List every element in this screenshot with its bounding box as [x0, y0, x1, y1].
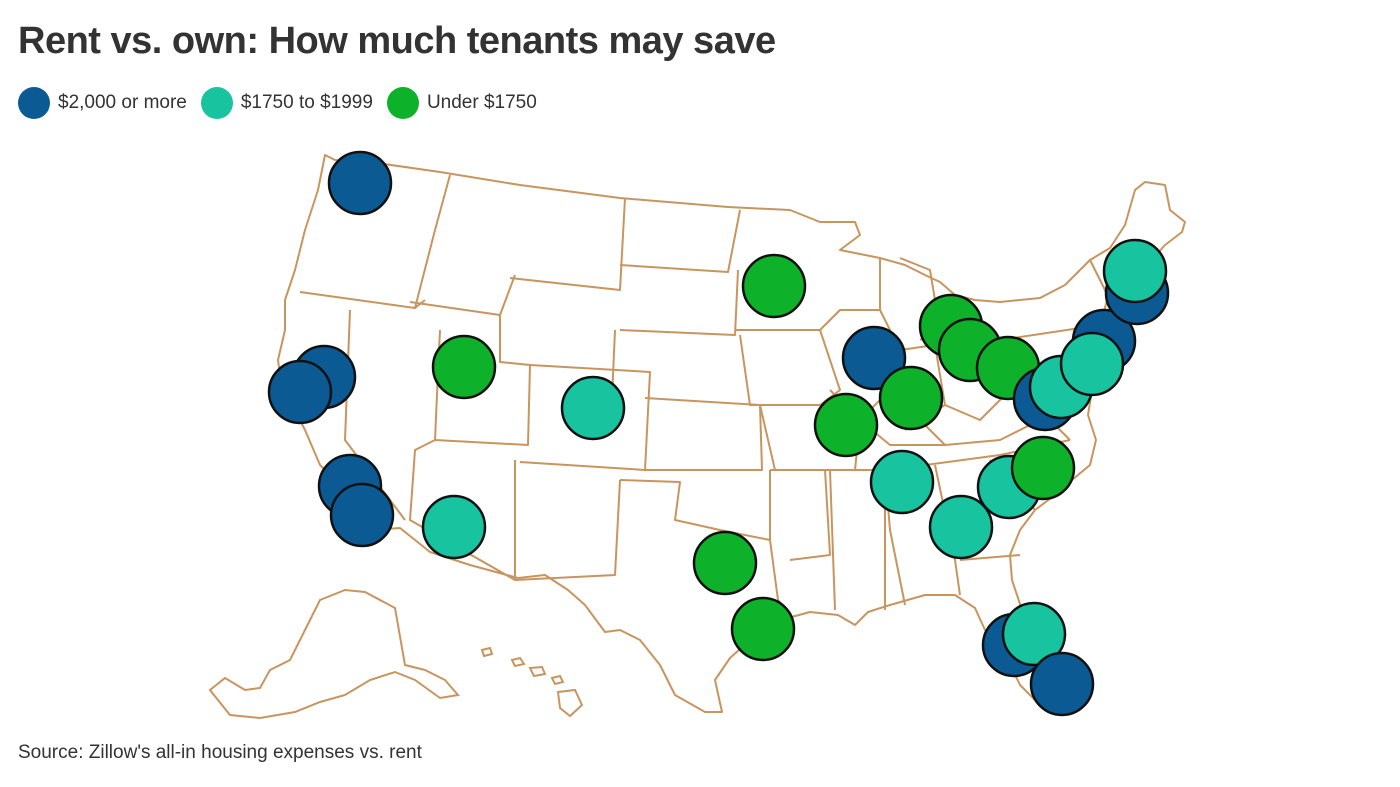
marker-miami-fl[interactable] [1029, 651, 1095, 717]
marker-raleigh-nc[interactable] [1010, 435, 1076, 501]
marker-philadelphia-pa[interactable] [1059, 331, 1125, 397]
marker-orlando-fl[interactable] [1001, 601, 1067, 667]
marker-san-jose-ca[interactable] [267, 359, 333, 425]
legend-swatch-high [18, 87, 50, 119]
marker-atlanta-ga[interactable] [928, 494, 994, 560]
marker-salt-lake-city-ut[interactable] [431, 334, 497, 400]
alaska-outline [208, 588, 460, 720]
marker-minneapolis-mn[interactable] [741, 253, 807, 319]
marker-houston-tx[interactable] [730, 596, 796, 662]
marker-layer [267, 150, 1170, 717]
marker-san-diego-ca[interactable] [329, 482, 395, 548]
legend-label-high: $2,000 or more [58, 92, 187, 113]
source-note: Source: Zillow's all-in housing expenses… [18, 742, 422, 763]
hawaii-outline [480, 646, 584, 718]
legend-item-high: $2,000 or more [18, 87, 187, 119]
marker-indianapolis-in[interactable] [878, 365, 944, 431]
legend-swatch-low [386, 87, 419, 119]
marker-phoenix-az[interactable] [421, 494, 487, 560]
legend: $2,000 or more $1750 to $1999 Under $175… [18, 86, 551, 120]
marker-seattle-wa[interactable] [327, 150, 393, 216]
marker-denver-co[interactable] [560, 375, 626, 441]
chart-title: Rent vs. own: How much tenants may save [18, 20, 776, 62]
marker-dallas-tx[interactable] [692, 530, 758, 596]
legend-item-low: Under $1750 [386, 87, 537, 119]
legend-item-mid: $1750 to $1999 [200, 87, 373, 119]
marker-providence-ri[interactable] [1102, 238, 1168, 304]
legend-label-low: Under $1750 [426, 92, 537, 113]
marker-chicago-il[interactable] [841, 325, 907, 391]
marker-nashville-tn[interactable] [869, 449, 935, 515]
legend-label-mid: $1750 to $1999 [240, 92, 373, 113]
legend-swatch-mid [200, 87, 233, 119]
marker-st-louis-mo[interactable] [813, 392, 879, 458]
